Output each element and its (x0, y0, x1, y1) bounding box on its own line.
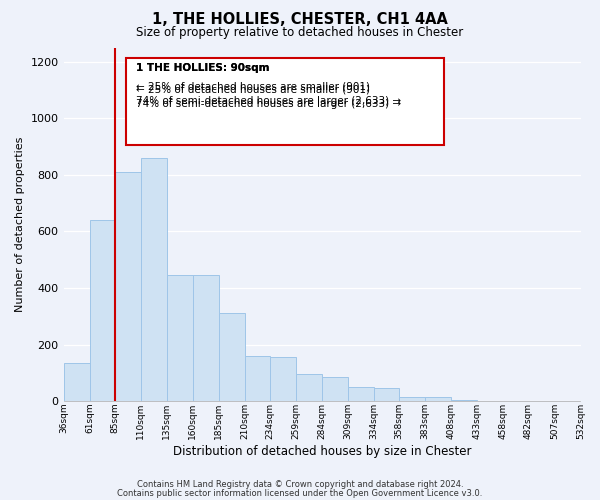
Bar (399, 397, 425, 401)
Bar (348, 387, 374, 401)
X-axis label: Distribution of detached houses by size in Chester: Distribution of detached houses by size … (173, 444, 471, 458)
Bar (374, 388, 399, 401)
Text: 1, THE HOLLIES, CHESTER, CH1 4AA: 1, THE HOLLIES, CHESTER, CH1 4AA (152, 12, 448, 28)
Text: Size of property relative to detached houses in Chester: Size of property relative to detached ho… (136, 26, 464, 39)
Bar (167, 276, 193, 401)
Bar (322, 377, 348, 401)
Bar (115, 172, 140, 401)
FancyBboxPatch shape (125, 58, 443, 145)
Bar (219, 314, 245, 401)
Bar (245, 356, 270, 401)
Bar (140, 158, 167, 401)
Text: Contains HM Land Registry data © Crown copyright and database right 2024.: Contains HM Land Registry data © Crown c… (137, 480, 463, 489)
Bar (425, 397, 451, 401)
Bar (296, 374, 322, 401)
Text: ← 25% of detached houses are smaller (901)
74% of semi-detached houses are large: ← 25% of detached houses are smaller (90… (136, 81, 401, 106)
Text: 1 THE HOLLIES: 90sqm: 1 THE HOLLIES: 90sqm (136, 64, 269, 74)
Bar (270, 358, 296, 401)
Text: Contains public sector information licensed under the Open Government Licence v3: Contains public sector information licen… (118, 488, 482, 498)
Bar (451, 400, 478, 401)
Text: 1 THE HOLLIES: 90sqm: 1 THE HOLLIES: 90sqm (136, 64, 269, 74)
Y-axis label: Number of detached properties: Number of detached properties (15, 136, 25, 312)
Bar (64, 363, 89, 401)
Bar (89, 220, 115, 401)
Bar (193, 276, 219, 401)
Text: ← 25% of detached houses are smaller (901)
74% of semi-detached houses are large: ← 25% of detached houses are smaller (90… (136, 84, 401, 108)
